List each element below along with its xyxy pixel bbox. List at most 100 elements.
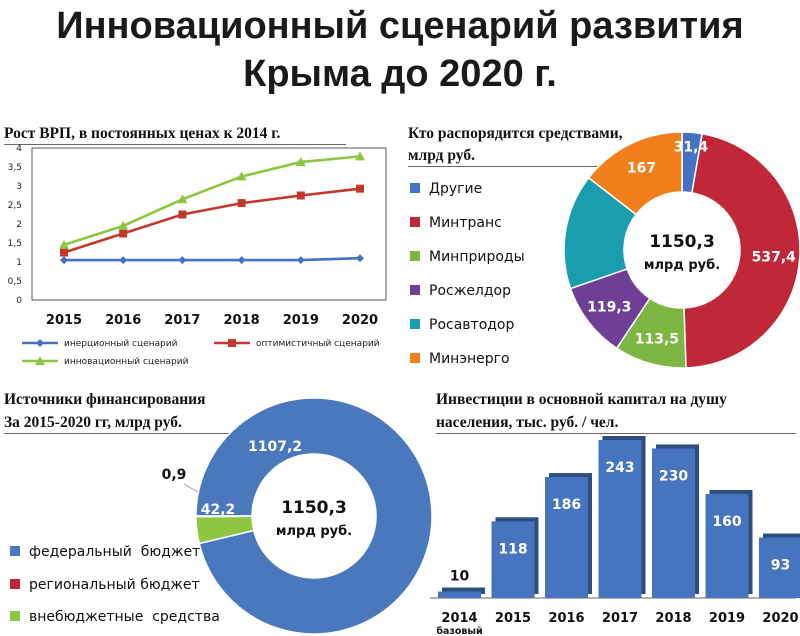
legend-marker [35, 356, 45, 365]
legend-label: федеральный бюджет [29, 544, 201, 560]
data-point [237, 256, 246, 265]
slice-data-label: 167 [627, 160, 656, 176]
funding-slice [195, 515, 253, 518]
spenders-title-line-1: Кто распорядится средствами, [408, 125, 623, 142]
bar-data-label: 186 [552, 497, 581, 513]
x-tick-label: 2016 [105, 313, 141, 328]
grp-title-underline [4, 144, 346, 145]
series-line-1 [63, 187, 361, 254]
legend-swatch [410, 319, 420, 329]
data-point [178, 210, 187, 219]
data-point [356, 254, 364, 263]
x-tick-label: 2014 [441, 611, 477, 626]
legend-label: инерционный сценарий [64, 339, 178, 349]
legend-item: Минтранс [410, 215, 502, 231]
spenders-slice [683, 132, 800, 369]
data-point [60, 256, 68, 265]
bar-data-label: 10 [450, 568, 470, 584]
y-tick-label: 2,5 [8, 201, 22, 211]
x-tick-label: 2016 [548, 611, 584, 626]
data-point [178, 256, 187, 265]
bar [652, 448, 695, 598]
data-point [237, 199, 246, 208]
bar-data-label: 118 [498, 541, 527, 557]
legend-label: оптимистичный сценарий [256, 339, 380, 349]
funding-title-line-2: За 2015-2020 гг, млрд руб. [4, 414, 182, 431]
y-tick-label: 1,5 [8, 239, 22, 249]
data-point [355, 151, 365, 161]
funding-title-line-1: Источники финансирования [4, 391, 206, 408]
data-point [296, 191, 305, 200]
data-point [119, 256, 128, 265]
legend-item: Другие [410, 181, 482, 197]
legend-marker [36, 339, 44, 347]
legend-swatch [410, 183, 420, 193]
legend-label: Минприроды [429, 249, 525, 265]
x-tick-label: 2020 [762, 611, 798, 626]
x-tick-label: 2017 [164, 313, 200, 328]
data-point [236, 171, 247, 181]
x-tick-label: 2018 [224, 313, 260, 328]
legend-item: Росавтодор [410, 317, 514, 333]
data-point [177, 194, 188, 204]
title-line-1: Инновационный сценарий развития [56, 5, 744, 47]
y-tick-label: 3,5 [8, 163, 22, 173]
bar-data-label: 93 [771, 558, 790, 574]
series-line-0 [64, 256, 361, 262]
legend-item: федеральный бюджет [10, 544, 200, 560]
data-point [60, 248, 68, 257]
center-value: 1150,3 [649, 232, 715, 252]
series-line-2 [63, 155, 361, 247]
bar [438, 591, 481, 598]
funding-title-underline [4, 433, 236, 434]
legend-label: Минтранс [429, 215, 502, 231]
legend-label: внебюджетные средства [29, 609, 220, 625]
x-tick-label: 2017 [602, 611, 638, 626]
y-tick-label: 2 [16, 220, 22, 230]
slice-data-label: 42,2 [201, 502, 236, 518]
slice-data-label: 31,4 [674, 139, 709, 155]
legend-label: региональный бюджет [29, 577, 200, 593]
y-tick-label: 0 [16, 296, 22, 306]
spenders-title-underline [408, 166, 698, 167]
spenders-slice [587, 131, 683, 216]
legend-label: Росжелдор [429, 283, 512, 299]
invest-title-line-1: Инвестиции в основной капитал на душу [436, 391, 727, 408]
legend-label: Росавтодор [429, 317, 515, 333]
data-point [119, 229, 128, 238]
grp-chart-title: Рост ВРП, в постоянных ценах к 2014 г. [4, 125, 281, 142]
legend-swatch [10, 579, 20, 589]
invest-title-underline [436, 433, 796, 434]
bar-data-label: 230 [659, 468, 688, 484]
bar [705, 493, 749, 598]
page-title: Инновационный сценарий развития Крыма до… [0, 2, 800, 98]
legend-marker [228, 339, 236, 347]
data-point [118, 220, 129, 230]
legend-item: Минприроды [410, 249, 525, 265]
x-tick-label: 2018 [655, 611, 691, 626]
legend-swatch [10, 611, 20, 621]
legend-label: Минэнерго [429, 351, 510, 367]
y-tick-label: 3 [16, 182, 22, 192]
legend-label: Другие [429, 181, 483, 197]
center-unit: млрд руб. [276, 524, 352, 539]
center-unit: млрд руб. [644, 258, 720, 273]
x-tick-sublabel: базовый [436, 626, 482, 636]
bar-depth-shadow [442, 587, 485, 594]
slice-data-label: 119,3 [587, 299, 631, 315]
x-tick-label: 2020 [342, 313, 378, 328]
bar-data-label: 160 [712, 514, 741, 530]
funding-slice [195, 397, 433, 635]
bar [598, 440, 642, 598]
slice-data-label: 1107,2 [248, 439, 302, 455]
y-tick-label: 4 [16, 144, 22, 154]
slice-data-label: 113,5 [635, 332, 679, 348]
legend-swatch [10, 546, 20, 556]
center-value: 1150,3 [281, 498, 347, 518]
bar-data-label: 243 [605, 460, 634, 476]
data-point [296, 256, 305, 265]
